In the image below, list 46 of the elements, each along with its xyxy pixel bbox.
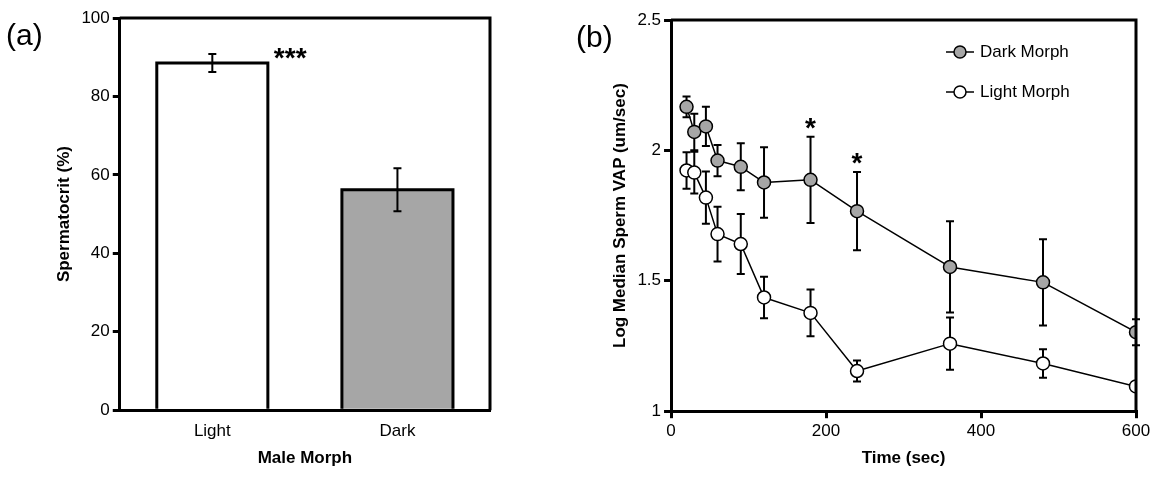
point bbox=[679, 99, 694, 115]
y-tick-label: 2 bbox=[651, 140, 662, 160]
y-tick-label: 20 bbox=[90, 321, 110, 341]
point bbox=[733, 159, 749, 175]
point bbox=[803, 172, 818, 188]
y-axis-title: Spermatocrit (%) bbox=[53, 146, 73, 283]
x-axis-title: Time (sec) bbox=[861, 448, 946, 468]
point bbox=[1035, 275, 1051, 290]
point bbox=[687, 165, 702, 180]
annotation: * bbox=[851, 146, 863, 178]
annotation: *** bbox=[273, 41, 307, 73]
y-tick-label: 0 bbox=[100, 399, 110, 419]
y-axis-title: Log Median Sperm VAP (um/sec) bbox=[609, 83, 629, 349]
y-tick-label: 40 bbox=[90, 243, 110, 263]
point bbox=[942, 336, 958, 351]
x-tick-label: 600 bbox=[1121, 421, 1151, 441]
x-tick-label: 0 bbox=[666, 421, 676, 441]
y-tick-label: 80 bbox=[90, 86, 110, 106]
legend-label: Dark Morph bbox=[980, 41, 1069, 61]
point bbox=[756, 175, 772, 190]
legend-label: Light Morph bbox=[980, 81, 1070, 101]
annotation: * bbox=[805, 111, 817, 143]
x-tick-label: Light bbox=[193, 421, 232, 441]
y-tick-label: 60 bbox=[90, 164, 110, 184]
point bbox=[1035, 356, 1051, 371]
y-tick-label: 1.5 bbox=[637, 270, 662, 290]
y-tick-label: 1 bbox=[651, 400, 662, 420]
chart-title: (a) bbox=[6, 18, 43, 52]
x-tick-label: 400 bbox=[966, 421, 996, 441]
y-tick-label: 2.5 bbox=[637, 9, 662, 29]
point bbox=[733, 236, 749, 252]
point bbox=[710, 153, 725, 168]
point bbox=[698, 190, 714, 205]
point bbox=[849, 203, 865, 219]
x-tick-label: Dark bbox=[379, 421, 416, 441]
point bbox=[687, 124, 702, 140]
point bbox=[803, 305, 818, 321]
point bbox=[942, 259, 958, 275]
y-tick-label: 100 bbox=[81, 7, 110, 27]
point bbox=[756, 290, 772, 305]
chart-title: (b) bbox=[576, 20, 613, 54]
point bbox=[710, 226, 725, 242]
x-axis-title: Male Morph bbox=[257, 448, 353, 468]
x-tick-label: 200 bbox=[811, 421, 841, 441]
point bbox=[849, 363, 865, 379]
point bbox=[698, 119, 714, 134]
